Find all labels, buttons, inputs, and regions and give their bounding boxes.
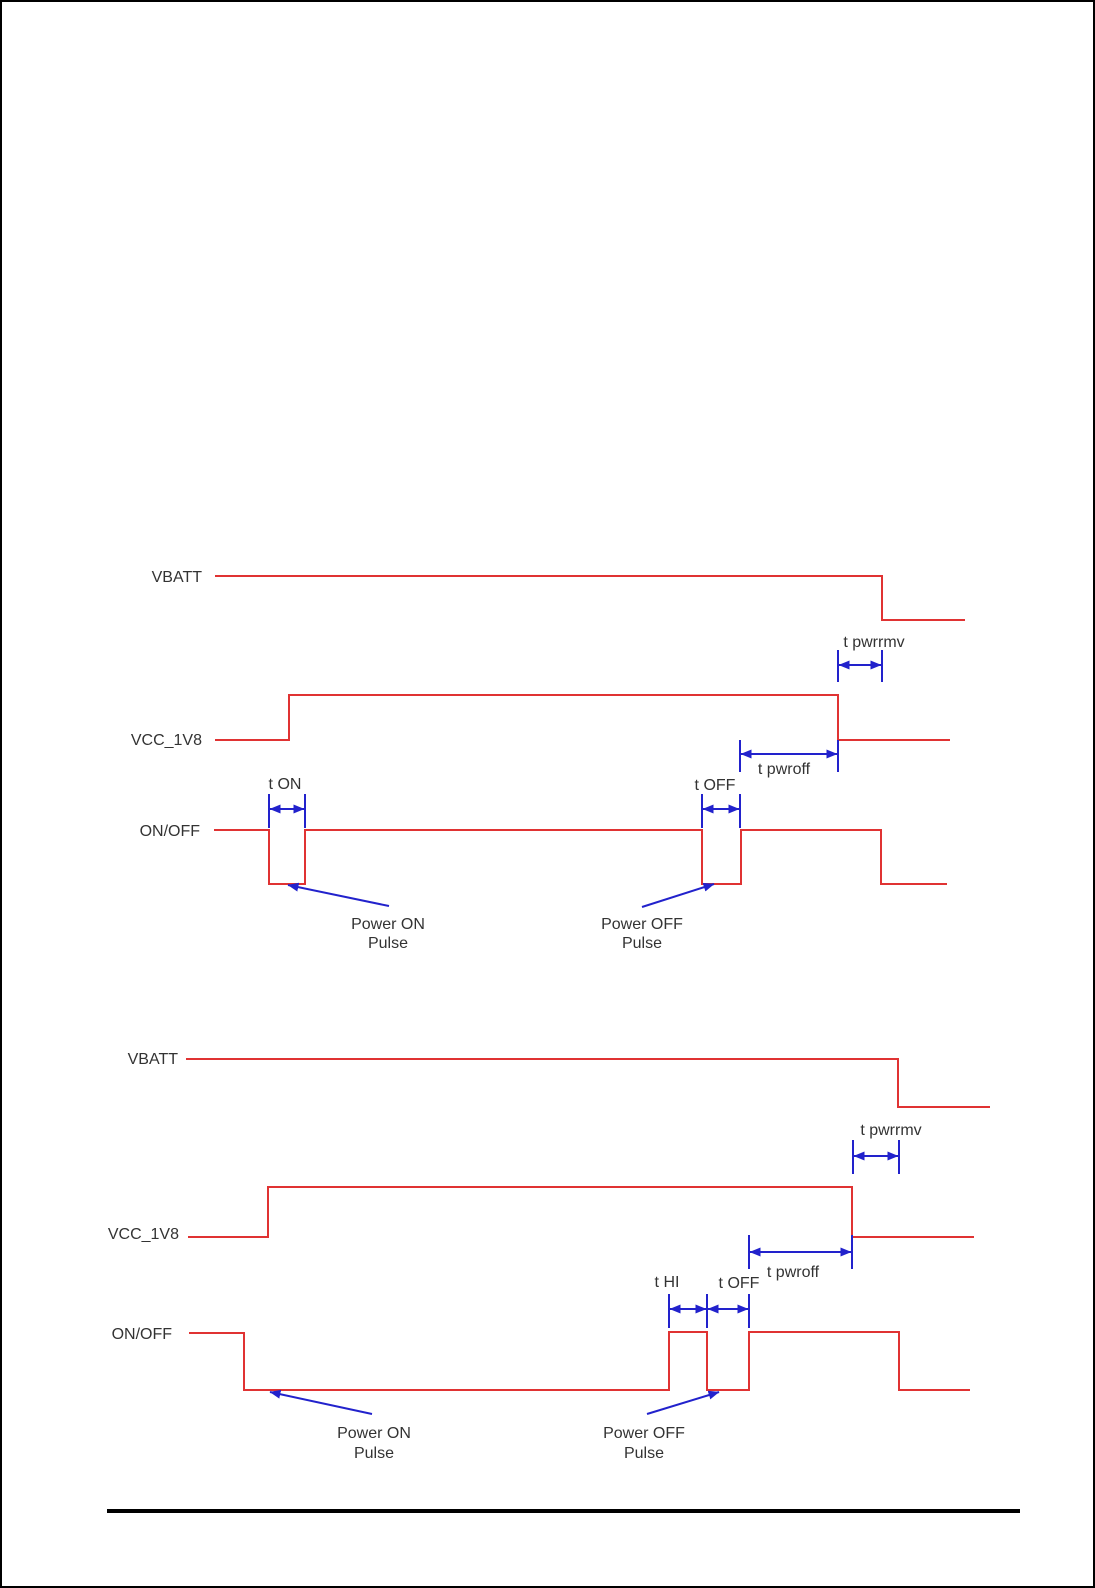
on-off-waveform	[189, 1331, 970, 1391]
t-pwrrmv-dimension-label: t pwrrmv	[843, 634, 904, 651]
t-off-dimension-label: t OFF	[695, 777, 736, 794]
power-on-off-timing-top: VBATT VCC_1V8 ON/OFF t pwrrmv t pwroff t ON t …	[131, 569, 965, 952]
t-hi-dimension: t HI	[655, 1274, 708, 1328]
t-off-dimension-label: t OFF	[719, 1275, 760, 1292]
footer-rule	[107, 1509, 1020, 1513]
vbatt-waveform	[215, 575, 965, 621]
vcc-1v8-waveform	[215, 694, 950, 741]
t-pwroff-dimension: t pwroff	[748, 1235, 853, 1281]
power-off-pulse-callout-arrow	[641, 882, 715, 908]
vbatt-label: VBATT	[152, 569, 203, 586]
power-on-pulse-callout-label-line-2: Pulse	[354, 1445, 394, 1462]
power-on-pulse-callout-label-line-1: Power ON	[337, 1425, 411, 1442]
diagrams-root: VBATT VCC_1V8 ON/OFF t pwrrmv t pwroff t ON t …	[107, 569, 1020, 1513]
on-off-label: ON/OFF	[140, 823, 201, 840]
t-pwrrmv-dimension-label: t pwrrmv	[860, 1122, 921, 1139]
power-on-pulse-callout: Power ON Pulse	[269, 1389, 411, 1462]
power-off-pulse-callout-label-line-2: Pulse	[624, 1445, 664, 1462]
power-off-pulse-callout-label-line-1: Power OFF	[601, 916, 683, 933]
power-on-pulse-callout-label-line-1: Power ON	[351, 916, 425, 933]
vcc-1v8-label: VCC_1V8	[108, 1226, 179, 1243]
power-off-pulse-callout-label-line-1: Power OFF	[603, 1425, 685, 1442]
vbatt-label: VBATT	[128, 1051, 179, 1068]
t-on-dimension: t ON	[268, 776, 306, 828]
power-off-pulse-callout-arrow	[646, 1390, 720, 1415]
power-on-pulse-callout-arrow	[269, 1389, 373, 1415]
t-pwroff-dimension-label: t pwroff	[758, 761, 811, 778]
power-on-pulse-callout: Power ON Pulse	[287, 882, 425, 952]
power-off-pulse-callout: Power OFF Pulse	[603, 1390, 720, 1462]
power-off-pulse-callout: Power OFF Pulse	[601, 882, 715, 952]
vbatt-waveform	[186, 1058, 990, 1108]
power-off-pulse-callout-label-line-2: Pulse	[622, 935, 662, 952]
vcc-1v8-waveform	[188, 1186, 974, 1238]
t-pwroff-dimension-label: t pwroff	[767, 1264, 820, 1281]
t-off-dimension: t OFF	[706, 1275, 760, 1328]
power-on-pulse-callout-label-line-2: Pulse	[368, 935, 408, 952]
power-on-off-timing-bottom: VBATT VCC_1V8 ON/OFF t pwrrmv t pwroff t HI t …	[108, 1051, 990, 1462]
t-pwrrmv-dimension: t pwrrmv	[852, 1122, 922, 1174]
on-off-label: ON/OFF	[112, 1326, 173, 1343]
vcc-1v8-label: VCC_1V8	[131, 732, 202, 749]
t-on-dimension-label: t ON	[269, 776, 302, 793]
power-on-pulse-callout-arrow	[287, 882, 390, 907]
t-pwroff-dimension: t pwroff	[739, 740, 839, 778]
t-hi-dimension-label: t HI	[655, 1274, 680, 1291]
on-off-waveform	[214, 829, 947, 885]
t-pwrrmv-dimension: t pwrrmv	[837, 634, 905, 682]
t-off-dimension: t OFF	[695, 777, 741, 828]
